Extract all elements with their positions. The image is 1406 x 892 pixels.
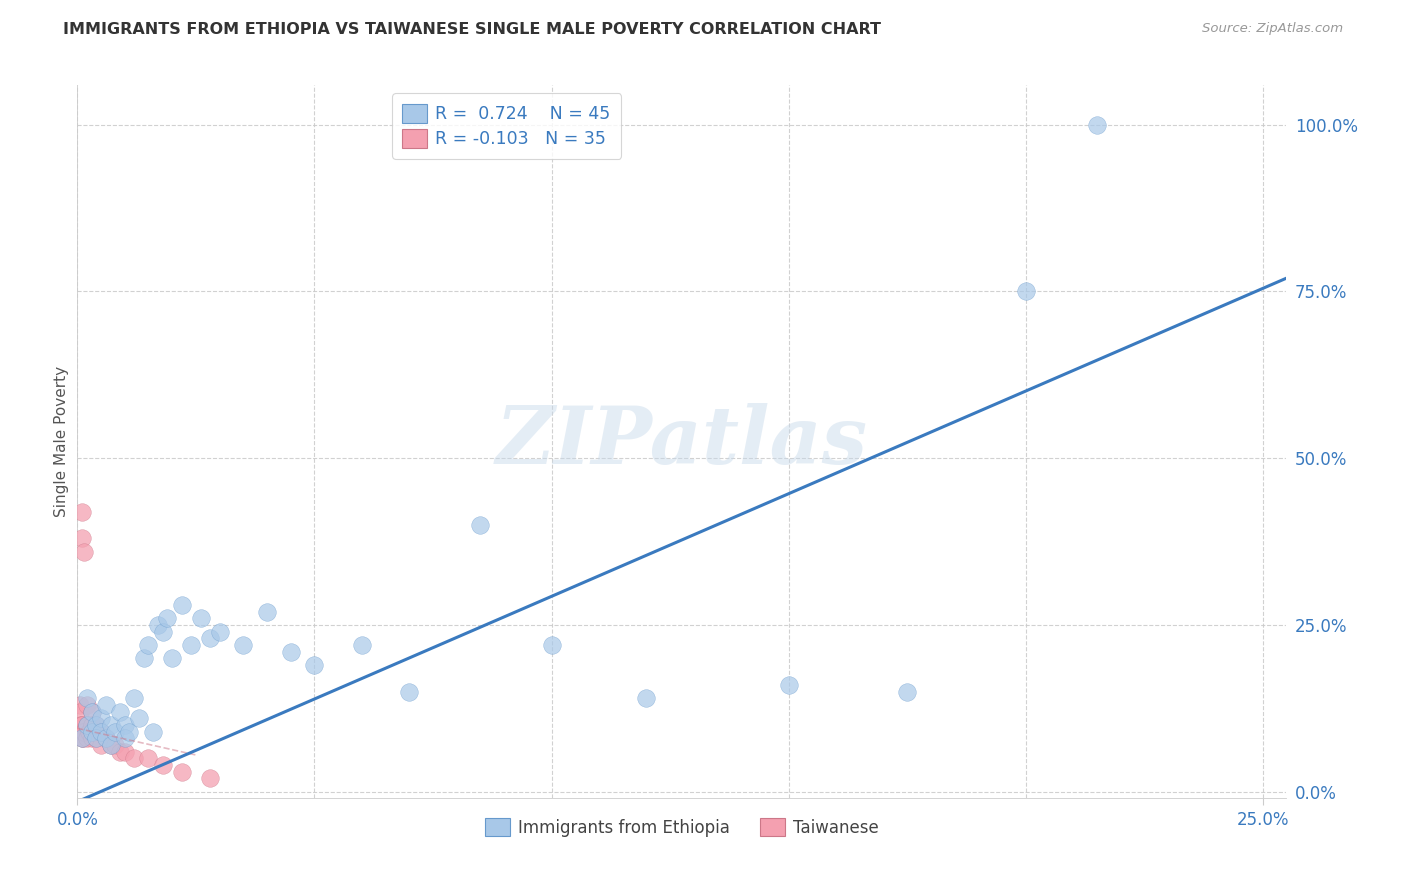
Point — [636, 691, 658, 706]
Point — [114, 745, 136, 759]
Point — [114, 731, 136, 746]
Point — [70, 724, 93, 739]
Point — [80, 724, 103, 739]
Point — [94, 731, 117, 746]
Point — [100, 738, 122, 752]
Point — [90, 711, 112, 725]
Point — [208, 624, 231, 639]
Point — [156, 611, 179, 625]
Point — [132, 651, 155, 665]
Point — [69, 718, 91, 732]
Point — [70, 731, 93, 746]
Point — [256, 605, 278, 619]
Point — [70, 731, 93, 746]
Point — [138, 638, 160, 652]
Point — [470, 517, 492, 532]
Point — [142, 724, 165, 739]
Point — [69, 698, 91, 712]
Point — [84, 718, 107, 732]
Point — [104, 738, 127, 752]
Point — [104, 724, 127, 739]
Point — [76, 718, 98, 732]
Point — [232, 638, 254, 652]
Point — [83, 724, 105, 739]
Point — [280, 645, 302, 659]
Point — [304, 657, 326, 672]
Text: IMMIGRANTS FROM ETHIOPIA VS TAIWANESE SINGLE MALE POVERTY CORRELATION CHART: IMMIGRANTS FROM ETHIOPIA VS TAIWANESE SI… — [63, 22, 882, 37]
Point — [128, 711, 150, 725]
Point — [146, 618, 169, 632]
Point — [170, 764, 193, 779]
Point — [118, 724, 141, 739]
Point — [84, 731, 107, 746]
Y-axis label: Single Male Poverty: Single Male Poverty — [53, 366, 69, 517]
Point — [69, 718, 91, 732]
Point — [72, 724, 94, 739]
Point — [70, 505, 93, 519]
Point — [398, 684, 420, 698]
Point — [80, 705, 103, 719]
Point — [180, 638, 202, 652]
Point — [70, 718, 93, 732]
Point — [190, 611, 212, 625]
Point — [90, 724, 112, 739]
Point — [350, 638, 373, 652]
Point — [540, 638, 562, 652]
Point — [90, 738, 112, 752]
Point — [122, 691, 145, 706]
Point — [77, 724, 100, 739]
Point — [76, 691, 98, 706]
Point — [73, 544, 96, 558]
Point — [80, 705, 103, 719]
Point — [80, 731, 103, 746]
Point — [76, 718, 98, 732]
Point — [90, 724, 112, 739]
Point — [76, 698, 98, 712]
Point — [152, 758, 174, 772]
Point — [1015, 285, 1038, 299]
Point — [778, 678, 800, 692]
Point — [73, 724, 96, 739]
Point — [100, 718, 122, 732]
Point — [108, 745, 131, 759]
Point — [100, 738, 122, 752]
Point — [70, 531, 93, 545]
Point — [122, 751, 145, 765]
Point — [108, 705, 131, 719]
Point — [160, 651, 183, 665]
Point — [138, 751, 160, 765]
Point — [152, 624, 174, 639]
Point — [94, 698, 117, 712]
Point — [170, 598, 193, 612]
Point — [94, 731, 117, 746]
Legend: Immigrants from Ethiopia, Taiwanese: Immigrants from Ethiopia, Taiwanese — [478, 812, 886, 844]
Point — [69, 705, 91, 719]
Point — [72, 731, 94, 746]
Text: ZIPatlas: ZIPatlas — [496, 403, 868, 480]
Point — [896, 684, 918, 698]
Point — [198, 772, 221, 786]
Point — [84, 718, 107, 732]
Point — [198, 632, 221, 646]
Text: Source: ZipAtlas.com: Source: ZipAtlas.com — [1202, 22, 1343, 36]
Point — [84, 731, 107, 746]
Point — [76, 731, 98, 746]
Point — [80, 718, 103, 732]
Point — [1085, 118, 1108, 132]
Point — [114, 718, 136, 732]
